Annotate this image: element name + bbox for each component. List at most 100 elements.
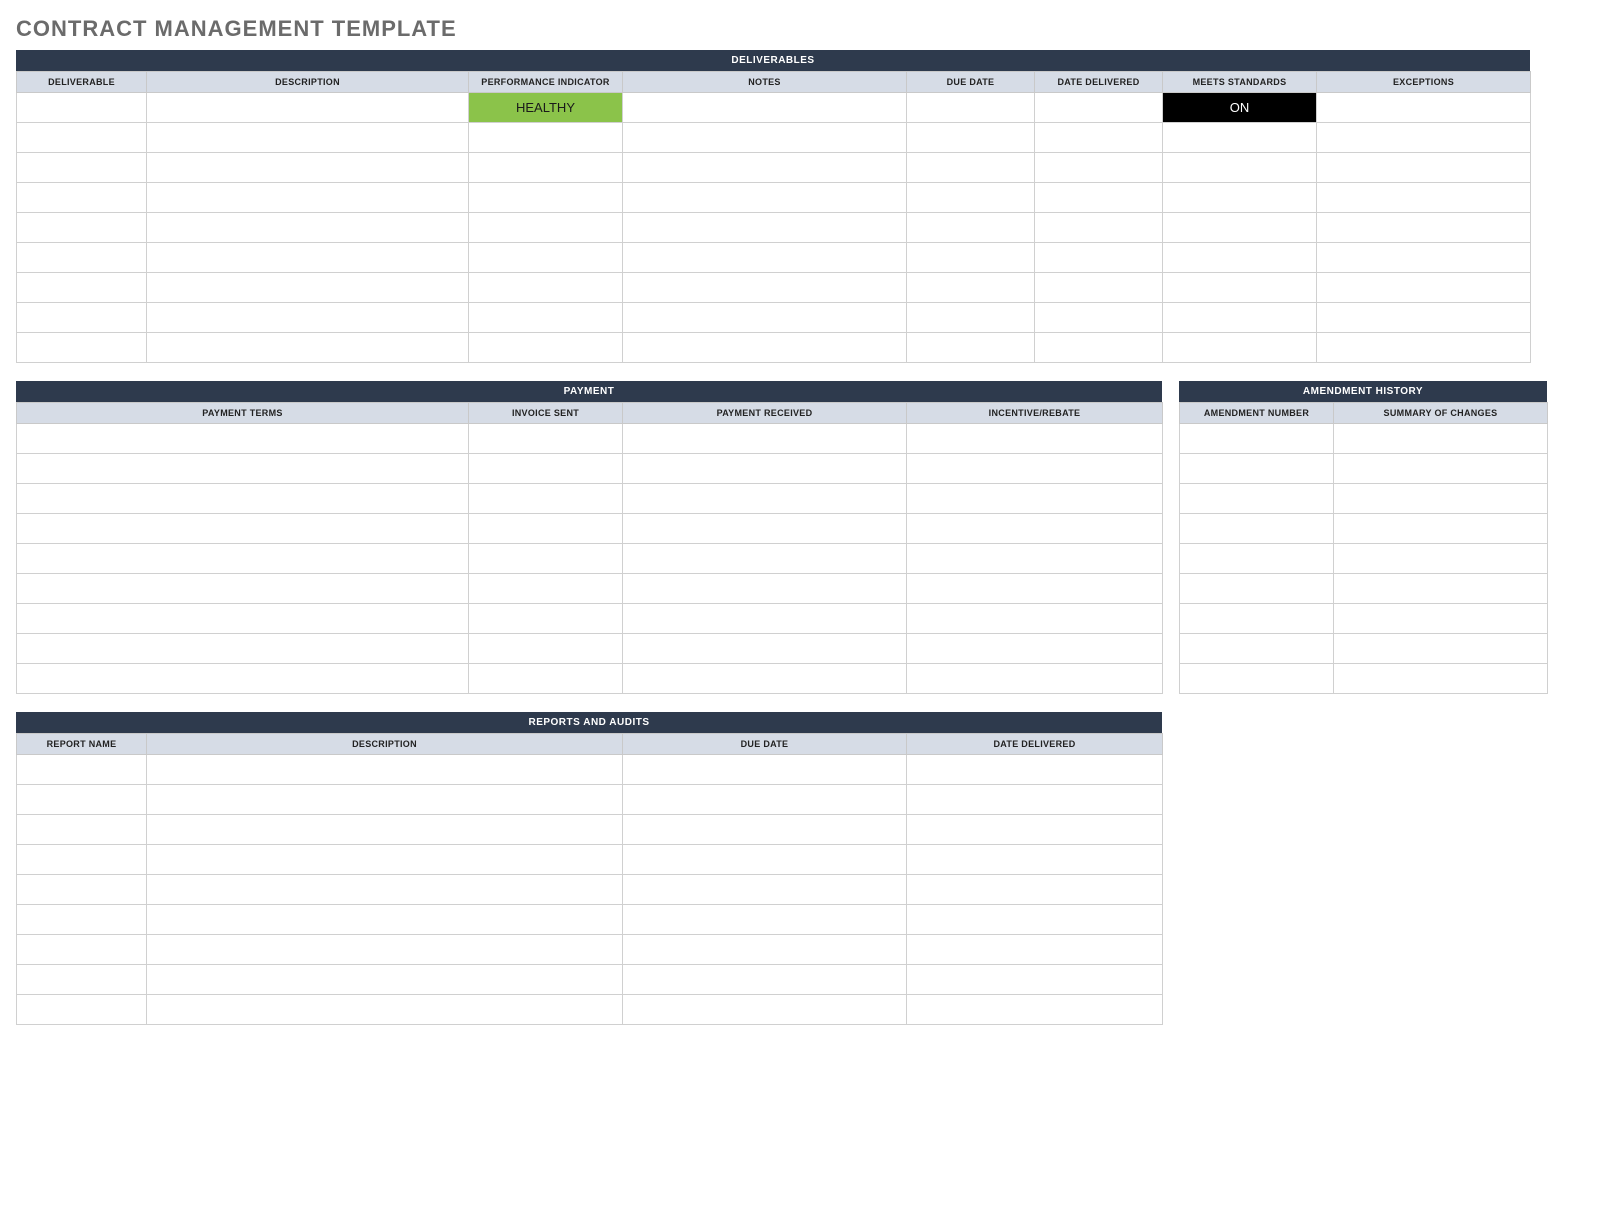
table-cell[interactable] <box>907 815 1163 845</box>
table-cell[interactable] <box>1163 273 1317 303</box>
table-cell[interactable] <box>623 303 907 333</box>
table-cell[interactable] <box>17 153 147 183</box>
table-cell[interactable] <box>17 755 147 785</box>
table-cell[interactable] <box>147 845 623 875</box>
table-cell[interactable] <box>623 454 907 484</box>
table-cell[interactable] <box>1180 484 1334 514</box>
table-cell[interactable] <box>623 484 907 514</box>
table-cell[interactable] <box>1035 243 1163 273</box>
table-cell[interactable] <box>1334 574 1548 604</box>
table-cell[interactable] <box>1180 544 1334 574</box>
table-cell[interactable] <box>17 544 469 574</box>
table-cell[interactable] <box>17 454 469 484</box>
table-cell[interactable] <box>907 183 1035 213</box>
table-cell[interactable] <box>623 604 907 634</box>
table-cell[interactable] <box>623 935 907 965</box>
table-cell[interactable] <box>1163 123 1317 153</box>
table-cell[interactable] <box>469 424 623 454</box>
table-cell[interactable] <box>623 424 907 454</box>
table-cell[interactable] <box>469 604 623 634</box>
table-cell[interactable] <box>17 303 147 333</box>
table-cell[interactable] <box>623 755 907 785</box>
table-cell[interactable] <box>17 815 147 845</box>
table-cell[interactable] <box>17 965 147 995</box>
table-cell[interactable] <box>1317 213 1531 243</box>
table-cell[interactable] <box>469 574 623 604</box>
table-cell[interactable] <box>147 815 623 845</box>
table-cell[interactable] <box>1180 664 1334 694</box>
table-cell[interactable] <box>17 514 469 544</box>
table-cell[interactable] <box>623 664 907 694</box>
table-cell[interactable] <box>1317 273 1531 303</box>
table-cell[interactable] <box>1163 243 1317 273</box>
table-cell[interactable] <box>907 845 1163 875</box>
table-cell[interactable] <box>623 574 907 604</box>
table-cell[interactable] <box>17 243 147 273</box>
table-cell[interactable] <box>907 514 1163 544</box>
table-cell[interactable] <box>623 93 907 123</box>
table-cell[interactable] <box>907 454 1163 484</box>
table-cell[interactable] <box>623 153 907 183</box>
table-cell[interactable] <box>623 213 907 243</box>
table-cell[interactable] <box>147 213 469 243</box>
table-cell[interactable] <box>1317 153 1531 183</box>
table-cell[interactable] <box>469 273 623 303</box>
table-cell[interactable] <box>1180 574 1334 604</box>
table-cell[interactable] <box>1317 123 1531 153</box>
table-cell[interactable] <box>147 333 469 363</box>
table-cell[interactable] <box>17 484 469 514</box>
table-cell[interactable] <box>1317 183 1531 213</box>
table-cell[interactable] <box>907 424 1163 454</box>
table-cell[interactable] <box>147 995 623 1025</box>
table-cell[interactable] <box>17 785 147 815</box>
table-cell[interactable] <box>907 905 1163 935</box>
table-cell[interactable] <box>907 755 1163 785</box>
table-cell[interactable] <box>907 484 1163 514</box>
table-cell[interactable] <box>907 213 1035 243</box>
table-cell[interactable] <box>469 664 623 694</box>
table-cell[interactable] <box>623 845 907 875</box>
table-cell[interactable] <box>1035 303 1163 333</box>
table-cell[interactable] <box>469 183 623 213</box>
table-cell[interactable] <box>147 183 469 213</box>
table-cell[interactable] <box>147 905 623 935</box>
table-cell[interactable] <box>17 905 147 935</box>
table-cell[interactable] <box>907 935 1163 965</box>
table-cell[interactable] <box>17 995 147 1025</box>
table-cell[interactable] <box>469 484 623 514</box>
table-cell[interactable] <box>147 273 469 303</box>
table-cell[interactable] <box>907 634 1163 664</box>
table-cell[interactable] <box>907 333 1035 363</box>
table-cell[interactable] <box>1035 153 1163 183</box>
table-cell[interactable] <box>907 243 1035 273</box>
table-cell[interactable] <box>17 664 469 694</box>
table-cell[interactable] <box>1334 604 1548 634</box>
table-cell[interactable] <box>17 183 147 213</box>
table-cell[interactable] <box>907 303 1035 333</box>
table-cell[interactable] <box>907 604 1163 634</box>
table-cell[interactable] <box>907 153 1035 183</box>
table-cell[interactable] <box>17 123 147 153</box>
table-cell[interactable] <box>469 454 623 484</box>
performance-indicator-badge[interactable]: HEALTHY <box>469 93 623 123</box>
table-cell[interactable] <box>907 995 1163 1025</box>
table-cell[interactable] <box>907 544 1163 574</box>
table-cell[interactable] <box>147 243 469 273</box>
table-cell[interactable] <box>1334 484 1548 514</box>
table-cell[interactable] <box>469 333 623 363</box>
table-cell[interactable] <box>469 243 623 273</box>
table-cell[interactable] <box>1334 454 1548 484</box>
table-cell[interactable] <box>17 213 147 243</box>
table-cell[interactable] <box>907 965 1163 995</box>
table-cell[interactable] <box>17 93 147 123</box>
table-cell[interactable] <box>147 875 623 905</box>
table-cell[interactable] <box>623 183 907 213</box>
table-cell[interactable] <box>17 424 469 454</box>
table-cell[interactable] <box>469 123 623 153</box>
table-cell[interactable] <box>147 785 623 815</box>
table-cell[interactable] <box>1334 514 1548 544</box>
table-cell[interactable] <box>907 273 1035 303</box>
table-cell[interactable] <box>1317 303 1531 333</box>
table-cell[interactable] <box>623 634 907 664</box>
table-cell[interactable] <box>907 93 1035 123</box>
